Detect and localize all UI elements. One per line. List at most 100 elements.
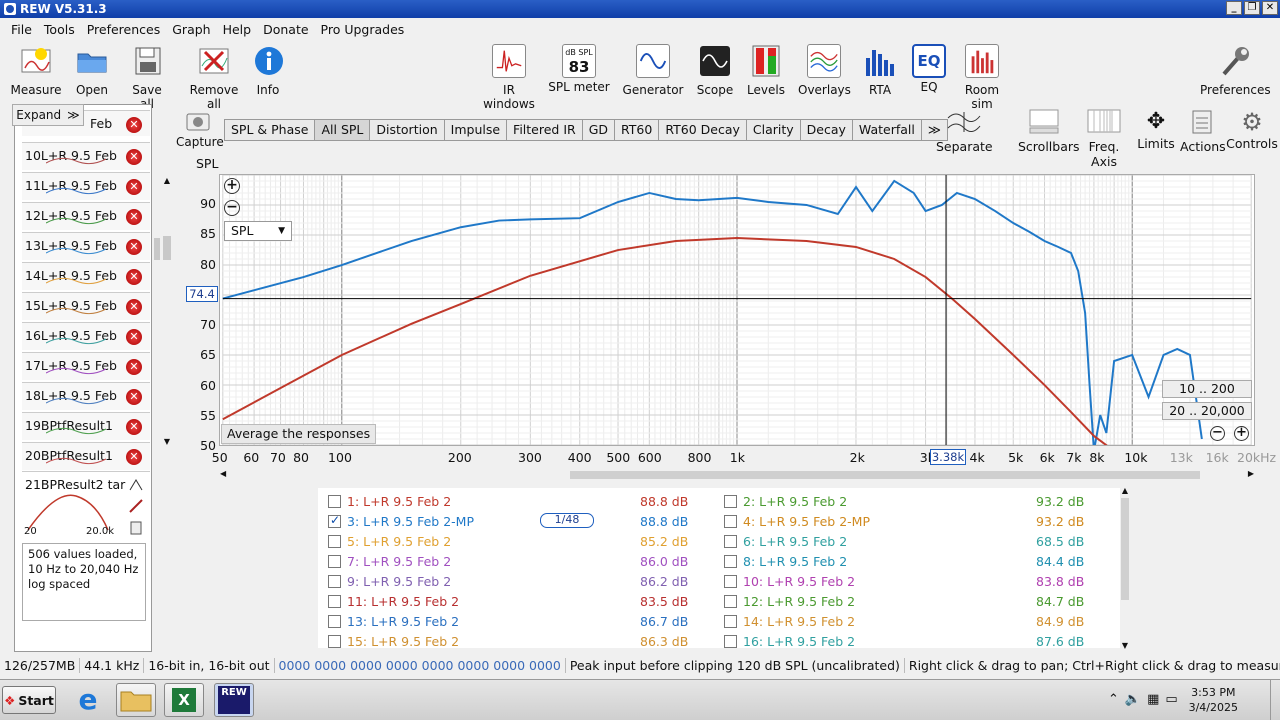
show-desktop-button[interactable] — [1270, 680, 1280, 720]
graph-vertical-scrollbar[interactable]: ▲ ▼ — [163, 176, 171, 446]
overlays-button[interactable]: Overlays — [798, 44, 851, 97]
remove-icon[interactable]: ✕ — [126, 179, 142, 195]
list-item[interactable]: 11L+R 9.5 Feb ✕ — [22, 172, 150, 200]
tab-3[interactable]: Impulse — [444, 119, 508, 141]
clock[interactable]: 3:53 PM 3/4/2025 — [1189, 685, 1238, 715]
ie-taskbar-button[interactable]: e — [68, 683, 108, 717]
tab-9[interactable]: Decay — [800, 119, 853, 141]
tab-11[interactable]: ≫ — [921, 119, 948, 141]
legend-row[interactable]: 14: L+R 9.5 Feb 2 — [724, 614, 855, 629]
ir-windows-button[interactable]: IR windows — [476, 44, 542, 111]
zoom-out-icon[interactable]: − — [224, 200, 240, 216]
legend-checkbox[interactable] — [328, 635, 341, 648]
range-20-20000-button[interactable]: 20 .. 20,000 — [1162, 402, 1252, 420]
tab-6[interactable]: RT60 — [615, 119, 660, 141]
tab-1[interactable]: All SPL — [315, 119, 371, 141]
remove-icon[interactable]: ✕ — [126, 389, 142, 405]
actions-button[interactable]: Actions — [1180, 108, 1226, 154]
legend-row[interactable]: 16: L+R 9.5 Feb 2 — [724, 634, 855, 649]
sidebar-scrollbar[interactable] — [152, 104, 162, 444]
legend-row[interactable]: 7: L+R 9.5 Feb 2 — [328, 554, 451, 569]
legend-row[interactable]: 13: L+R 9.5 Feb 2 — [328, 614, 459, 629]
minimize-button[interactable]: _ — [1226, 1, 1242, 15]
legend-checkbox[interactable] — [724, 615, 737, 628]
remove-icon[interactable]: ✕ — [126, 149, 142, 165]
zoom-in-x-icon[interactable]: + — [1234, 426, 1249, 441]
tab-4[interactable]: Filtered IR — [507, 119, 583, 141]
menu-file[interactable]: File — [11, 21, 32, 37]
legend-checkbox[interactable] — [724, 595, 737, 608]
network-icon[interactable]: ▦ — [1147, 692, 1160, 707]
tab-7[interactable]: RT60 Decay — [659, 119, 747, 141]
list-item[interactable]: 13L+R 9.5 Feb ✕ — [22, 232, 150, 260]
room-sim-button[interactable]: Room sim — [954, 44, 1010, 111]
legend-row[interactable]: 4: L+R 9.5 Feb 2-MP — [724, 514, 870, 529]
legend-checkbox[interactable] — [328, 495, 341, 508]
legend-row[interactable]: 8: L+R 9.5 Feb 2 — [724, 554, 847, 569]
close-button[interactable]: ✕ — [1262, 1, 1278, 15]
menu-preferences[interactable]: Preferences — [86, 21, 161, 37]
freq-axis-button[interactable]: Freq. Axis — [1074, 108, 1134, 169]
list-item[interactable]: 20BPtfResult1 ✕ — [22, 442, 150, 470]
tab-8[interactable]: Clarity — [746, 119, 801, 141]
restore-button[interactable]: ❐ — [1244, 1, 1260, 15]
power-icon[interactable]: ▭ — [1165, 692, 1178, 707]
tab-0[interactable]: SPL & Phase — [224, 119, 316, 141]
list-item[interactable]: 12L+R 9.5 Feb ✕ — [22, 202, 150, 230]
remove-icon[interactable]: ✕ — [126, 329, 142, 345]
spl-graph[interactable] — [219, 174, 1255, 446]
capture-button[interactable]: Capture — [176, 110, 224, 149]
legend-row[interactable]: 3: L+R 9.5 Feb 2-MP — [328, 513, 474, 529]
levels-button[interactable]: Levels — [746, 44, 786, 97]
legend-checkbox[interactable] — [328, 513, 341, 528]
legend-checkbox[interactable] — [328, 535, 341, 548]
explorer-taskbar-button[interactable] — [116, 683, 156, 717]
legend-checkbox[interactable] — [724, 575, 737, 588]
range-10-200-button[interactable]: 10 .. 200 — [1162, 380, 1252, 398]
list-item[interactable]: 15L+R 9.5 Feb ✕ — [22, 292, 150, 320]
measurement-tools-icon[interactable] — [128, 476, 144, 536]
list-item[interactable]: 19BPtfResult1 ✕ — [22, 412, 150, 440]
legend-checkbox[interactable] — [724, 515, 737, 528]
remove-icon[interactable]: ✕ — [126, 449, 142, 465]
legend-row[interactable]: 11: L+R 9.5 Feb 2 — [328, 594, 459, 609]
graph-type-select[interactable]: SPL ▼ — [224, 221, 292, 241]
tab-5[interactable]: GD — [582, 119, 616, 141]
excel-taskbar-button[interactable]: X — [164, 683, 204, 717]
remove-icon[interactable]: ✕ — [126, 117, 142, 133]
start-button[interactable]: ❖ Start — [2, 686, 56, 714]
legend-checkbox[interactable] — [328, 555, 341, 568]
eq-button[interactable]: EQ EQ — [912, 44, 946, 94]
legend-checkbox[interactable] — [724, 635, 737, 648]
generator-button[interactable]: Generator — [622, 44, 684, 97]
remove-icon[interactable]: ✕ — [126, 359, 142, 375]
average-responses-button[interactable]: Average the responses — [221, 424, 377, 444]
tray-expand-icon[interactable]: ⌃ — [1108, 692, 1119, 707]
remove-icon[interactable]: ✕ — [126, 269, 142, 285]
controls-button[interactable]: ⚙ Controls — [1226, 108, 1278, 151]
list-item[interactable]: 16L+R 9.5 Feb ✕ — [22, 322, 150, 350]
preferences-button[interactable]: Preferences — [1200, 44, 1271, 97]
legend-checkbox[interactable] — [724, 555, 737, 568]
list-item[interactable]: 14L+R 9.5 Feb ✕ — [22, 262, 150, 290]
zoom-in-icon[interactable]: + — [224, 178, 240, 194]
legend-row[interactable]: 9: L+R 9.5 Feb 2 — [328, 574, 451, 589]
volume-icon[interactable]: 🔈 — [1124, 692, 1142, 707]
legend-row[interactable]: 6: L+R 9.5 Feb 2 — [724, 534, 847, 549]
legend-checkbox[interactable] — [328, 575, 341, 588]
tab-2[interactable]: Distortion — [370, 119, 445, 141]
menu-donate[interactable]: Donate — [263, 21, 309, 37]
list-item[interactable]: 10L+R 9.5 Feb ✕ — [22, 142, 150, 170]
menu-pro-upgrades[interactable]: Pro Upgrades — [320, 21, 405, 37]
legend-row[interactable]: 1: L+R 9.5 Feb 2 — [328, 494, 451, 509]
measure-button[interactable]: Measure — [10, 44, 62, 97]
info-button[interactable]: Info — [252, 44, 284, 97]
expand-button[interactable]: Expand ≫ — [12, 104, 84, 126]
scope-button[interactable]: Scope — [694, 44, 736, 97]
graph-horizontal-scrollbar[interactable]: ◀ ▶ — [220, 469, 1254, 479]
legend-row[interactable]: 5: L+R 9.5 Feb 2 — [328, 534, 451, 549]
tab-10[interactable]: Waterfall — [852, 119, 922, 141]
legend-scrollbar[interactable]: ▲ ▼ — [1121, 486, 1129, 650]
zoom-out-x-icon[interactable]: − — [1210, 426, 1225, 441]
spl-meter-button[interactable]: dB SPL 83 SPL meter — [548, 44, 610, 94]
